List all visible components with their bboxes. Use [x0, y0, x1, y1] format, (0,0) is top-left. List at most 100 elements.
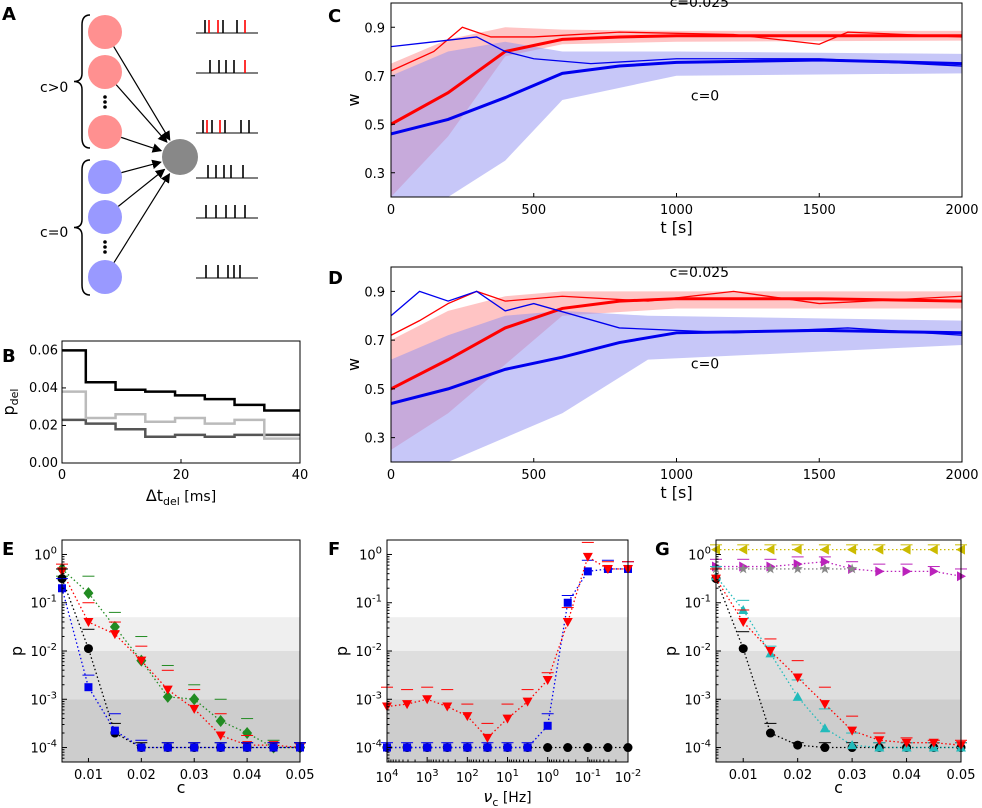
x-tick-label: 0.01 [74, 768, 103, 783]
significance-band [716, 617, 961, 651]
marker-tri-down [582, 552, 593, 562]
x-tick-label: 101 [496, 768, 519, 786]
marker-tri-down [562, 618, 573, 628]
marker-tri-down [542, 675, 553, 685]
chart-c: 0 500 1000 1500 2000 0.3 0.5 0.7 0.9 t [s] w c=0.02… [344, 0, 979, 237]
confidence-band [391, 310, 962, 462]
y-tick-label: 0.00 [29, 456, 58, 471]
y-tick-label: 0.7 [364, 70, 385, 85]
marker-square [483, 743, 492, 752]
marker-tri-down [847, 726, 858, 736]
y-tick-label: 10-1 [30, 594, 57, 612]
panel-label-e: E [2, 539, 14, 560]
marker-square [543, 721, 552, 730]
x-tick-label: 0.03 [180, 768, 209, 783]
plot-area [391, 290, 962, 462]
marker-tri-left [792, 544, 802, 555]
marker-tri-down [792, 673, 803, 683]
y-tick-label: 0.5 [364, 118, 385, 133]
marker-tri-down [874, 736, 885, 746]
chart-f: 100 10-1 10-2 10-3 10-4 p 104 103 102 101 100 10-1 1… [332, 539, 642, 808]
x-tick-label: 0.01 [729, 768, 758, 783]
weight-line-c-0-025-sample [391, 290, 962, 336]
x-tick-label: 10-2 [615, 768, 642, 786]
y-axis-label: pdel [0, 389, 21, 416]
marker-square [190, 743, 199, 752]
dotted-line-magenta [716, 561, 962, 577]
axes-frame [61, 340, 301, 464]
significance-band [716, 651, 961, 700]
ellipsis-dot [103, 240, 107, 244]
brace-c-zero [73, 159, 91, 296]
marker-tri-up [847, 740, 858, 750]
annotation: c=0.025 [670, 0, 730, 11]
marker-star [765, 563, 776, 574]
marker-tri-down [136, 656, 147, 666]
ellipsis-dot [103, 250, 107, 254]
marker-tri-down [765, 647, 776, 656]
x-tick-label: 0 [387, 203, 395, 218]
synapse-arrow [113, 46, 171, 141]
marker-square [163, 743, 172, 752]
dotted-line-green [61, 568, 300, 749]
marker-tri-left [901, 544, 911, 555]
ellipsis-dot [103, 100, 107, 104]
y-tick-label: 10-4 [30, 739, 57, 757]
panel-label-a: A [2, 4, 16, 25]
marker-tri-down [738, 618, 749, 628]
y-tick-label: 0.5 [364, 383, 385, 398]
x-axis-label: t [s] [660, 483, 692, 502]
synapse-arrow [115, 84, 168, 143]
marker-square [110, 726, 119, 735]
significance-band [62, 651, 300, 700]
weight-line-c-0-sample [391, 36, 962, 67]
marker-tri-left [765, 544, 775, 555]
x-tick-label: 0.02 [783, 768, 812, 783]
marker-circle [820, 743, 830, 753]
weight-line-c-0-025-sample [391, 26, 962, 72]
marker-tri-left [928, 544, 938, 555]
y-tick-label: 10-2 [355, 642, 382, 660]
marker-square [269, 743, 278, 752]
y-tick-label: 10-4 [355, 739, 382, 757]
step-line-light-gray [62, 390, 300, 440]
marker-tri-left [874, 544, 884, 555]
marker-square [503, 743, 512, 752]
ellipsis-dot [103, 245, 107, 249]
y-tick-label: 10-2 [30, 642, 57, 660]
marker-square [463, 743, 472, 752]
panel-label-c: C [328, 6, 341, 27]
marker-circle [603, 743, 613, 753]
significance-band [716, 699, 961, 762]
marker-tri-up [792, 691, 803, 701]
marker-tri-right [793, 559, 803, 570]
marker-square [523, 743, 532, 752]
y-tick-label: 0.02 [29, 418, 58, 433]
marker-diamond [83, 587, 94, 600]
weight-line-c-0-sample [391, 290, 962, 336]
synapse-arrow [113, 172, 171, 263]
x-tick-label: 20 [173, 468, 190, 483]
marker-square [137, 743, 146, 752]
marker-tri-down [928, 738, 939, 748]
y-axis-label: p [661, 646, 680, 656]
marker-circle [563, 743, 573, 753]
x-tick-label: 1000 [660, 203, 693, 218]
weight-line-c-0-mean [391, 58, 962, 136]
marker-square [443, 743, 452, 752]
marker-circle [543, 743, 553, 753]
y-tick-label: 0.06 [29, 343, 58, 358]
significance-band [62, 617, 300, 651]
output-neuron [162, 139, 198, 175]
marker-tri-down [162, 685, 173, 695]
y-tick-label: 0.3 [364, 432, 385, 447]
marker-star [846, 563, 858, 574]
y-tick-label: 0.9 [364, 21, 385, 36]
x-tick-label: 0.05 [947, 768, 976, 783]
marker-tri-right [902, 566, 912, 577]
y-axis-label: w [344, 358, 363, 371]
marker-tri-down [462, 712, 473, 722]
y-tick-label: 10-3 [355, 690, 382, 708]
y-tick-label: 0.3 [364, 167, 385, 182]
x-tick-label: 0.03 [838, 768, 867, 783]
